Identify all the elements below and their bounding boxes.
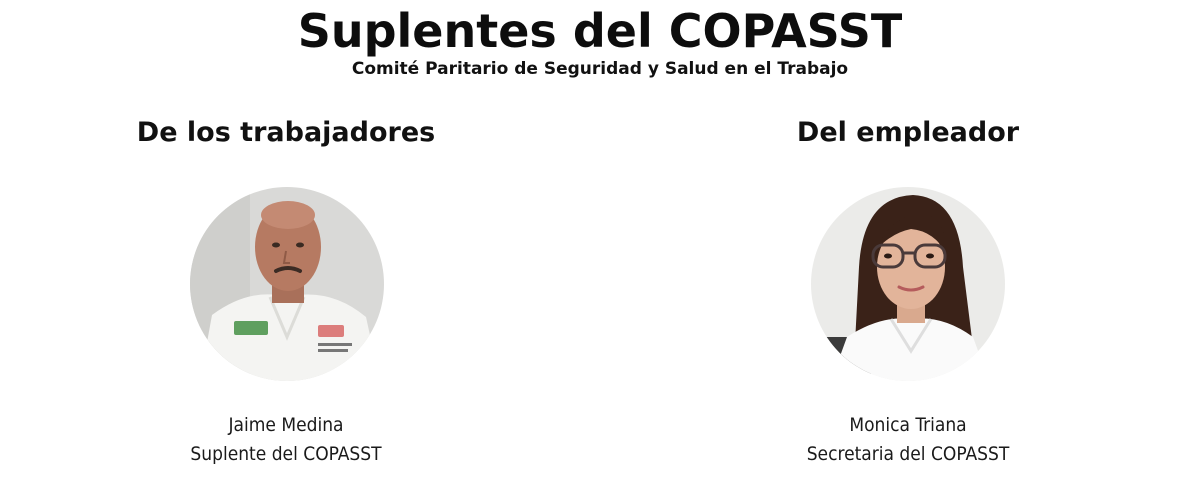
page-subtitle: Comité Paritario de Seguridad y Salud en… bbox=[351, 59, 849, 79]
avatar-workers-member bbox=[190, 187, 384, 381]
employer-member-name: Monica Triana bbox=[849, 414, 967, 436]
avatar-employer-member bbox=[811, 187, 1005, 381]
employer-heading: Del empleador bbox=[796, 117, 1020, 148]
employer-member-role: Secretaria del COPASST bbox=[806, 443, 1010, 465]
page-title: Suplentes del COPASST bbox=[297, 4, 903, 58]
workers-member-name: Jaime Medina bbox=[228, 414, 344, 436]
workers-heading: De los trabajadores bbox=[136, 117, 436, 148]
workers-member-role: Suplente del COPASST bbox=[190, 443, 382, 465]
